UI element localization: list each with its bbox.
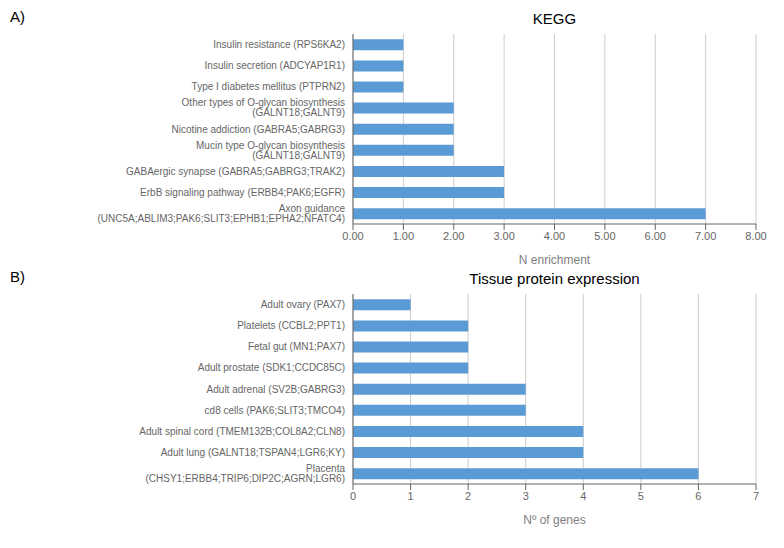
svg-text:cd8 cells (PAK6;SLIT3;TMCO4): cd8 cells (PAK6;SLIT3;TMCO4) [205,405,345,416]
svg-text:Fetal gut (MN1;PAX7): Fetal gut (MN1;PAX7) [248,341,345,352]
svg-text:Platelets (CCBL2;PPT1): Platelets (CCBL2;PPT1) [237,320,345,331]
svg-text:3.00: 3.00 [493,230,514,242]
svg-text:Type I diabetes mellitus (PTPR: Type I diabetes mellitus (PTPRN2) [192,81,345,92]
svg-text:Adult adrenal (SV2B;GABRG3): Adult adrenal (SV2B;GABRG3) [207,384,345,395]
html-text:KEGG: KEGG [532,10,577,27]
svg-text:2: 2 [465,490,471,502]
svg-text:4: 4 [580,490,586,502]
svg-text:Mucin type O-glycan biosynthes: Mucin type O-glycan biosynthesis(GALNT18… [196,140,345,161]
svg-text:5.00: 5.00 [594,230,615,242]
svg-text:7.00: 7.00 [695,230,716,242]
html-text:Tissue protein expression: Tissue protein expression [469,270,640,287]
svg-text:Axon guidance(UNC5A;ABLIM3;PAK: Axon guidance(UNC5A;ABLIM3;PAK6;SLIT3;EP… [98,203,346,224]
svg-text:Adult ovary (PAX7): Adult ovary (PAX7) [261,299,345,310]
svg-text:Nicotine addiction (GABRA5;GAB: Nicotine addiction (GABRA5;GABRG3) [172,124,345,135]
svg-text:0.00: 0.00 [342,230,363,242]
svg-text:GABAergic synapse (GABRA5;GABR: GABAergic synapse (GABRA5;GABRG3;TRAK2) [126,166,345,177]
svg-text:0: 0 [350,490,356,502]
svg-text:Other types of O-glycan biosyn: Other types of O-glycan biosynthesis(GAL… [182,97,345,118]
svg-text:7: 7 [753,490,759,502]
svg-text:Adult lung (GALNT18;TSPAN4;LGR: Adult lung (GALNT18;TSPAN4;LGR6;KY) [161,447,345,458]
svg-text:5: 5 [638,490,644,502]
html-text:B): B) [10,268,25,285]
svg-text:1: 1 [408,490,414,502]
svg-text:Adult spinal cord (TMEM132B;CO: Adult spinal cord (TMEM132B;COL8A2;CLN8) [139,426,345,437]
svg-text:Placenta(CHSY1;ERBB4;TRIP6;DIP: Placenta(CHSY1;ERBB4;TRIP6;DIP2C;AGRN;LG… [146,463,346,484]
svg-text:2.00: 2.00 [443,230,464,242]
svg-text:Insulin resistance (RPS6KA2): Insulin resistance (RPS6KA2) [213,39,345,50]
svg-text:6.00: 6.00 [645,230,666,242]
html-text:A): A) [10,8,25,25]
svg-text:6: 6 [695,490,701,502]
svg-text:1.00: 1.00 [393,230,414,242]
svg-text:N enrichment: N enrichment [519,253,591,267]
svg-text:3: 3 [523,490,529,502]
svg-text:Adult prostate (SDK1;CCDC85C): Adult prostate (SDK1;CCDC85C) [198,362,345,373]
svg-text:4.00: 4.00 [544,230,565,242]
svg-text:ErbB signaling pathway (ERBB4;: ErbB signaling pathway (ERBB4;PAK6;EGFR) [140,187,345,198]
svg-text:Insulin secretion (ADCYAP1R1): Insulin secretion (ADCYAP1R1) [205,60,345,71]
svg-text:Nº of genes: Nº of genes [523,513,585,527]
svg-text:8.00: 8.00 [745,230,766,242]
